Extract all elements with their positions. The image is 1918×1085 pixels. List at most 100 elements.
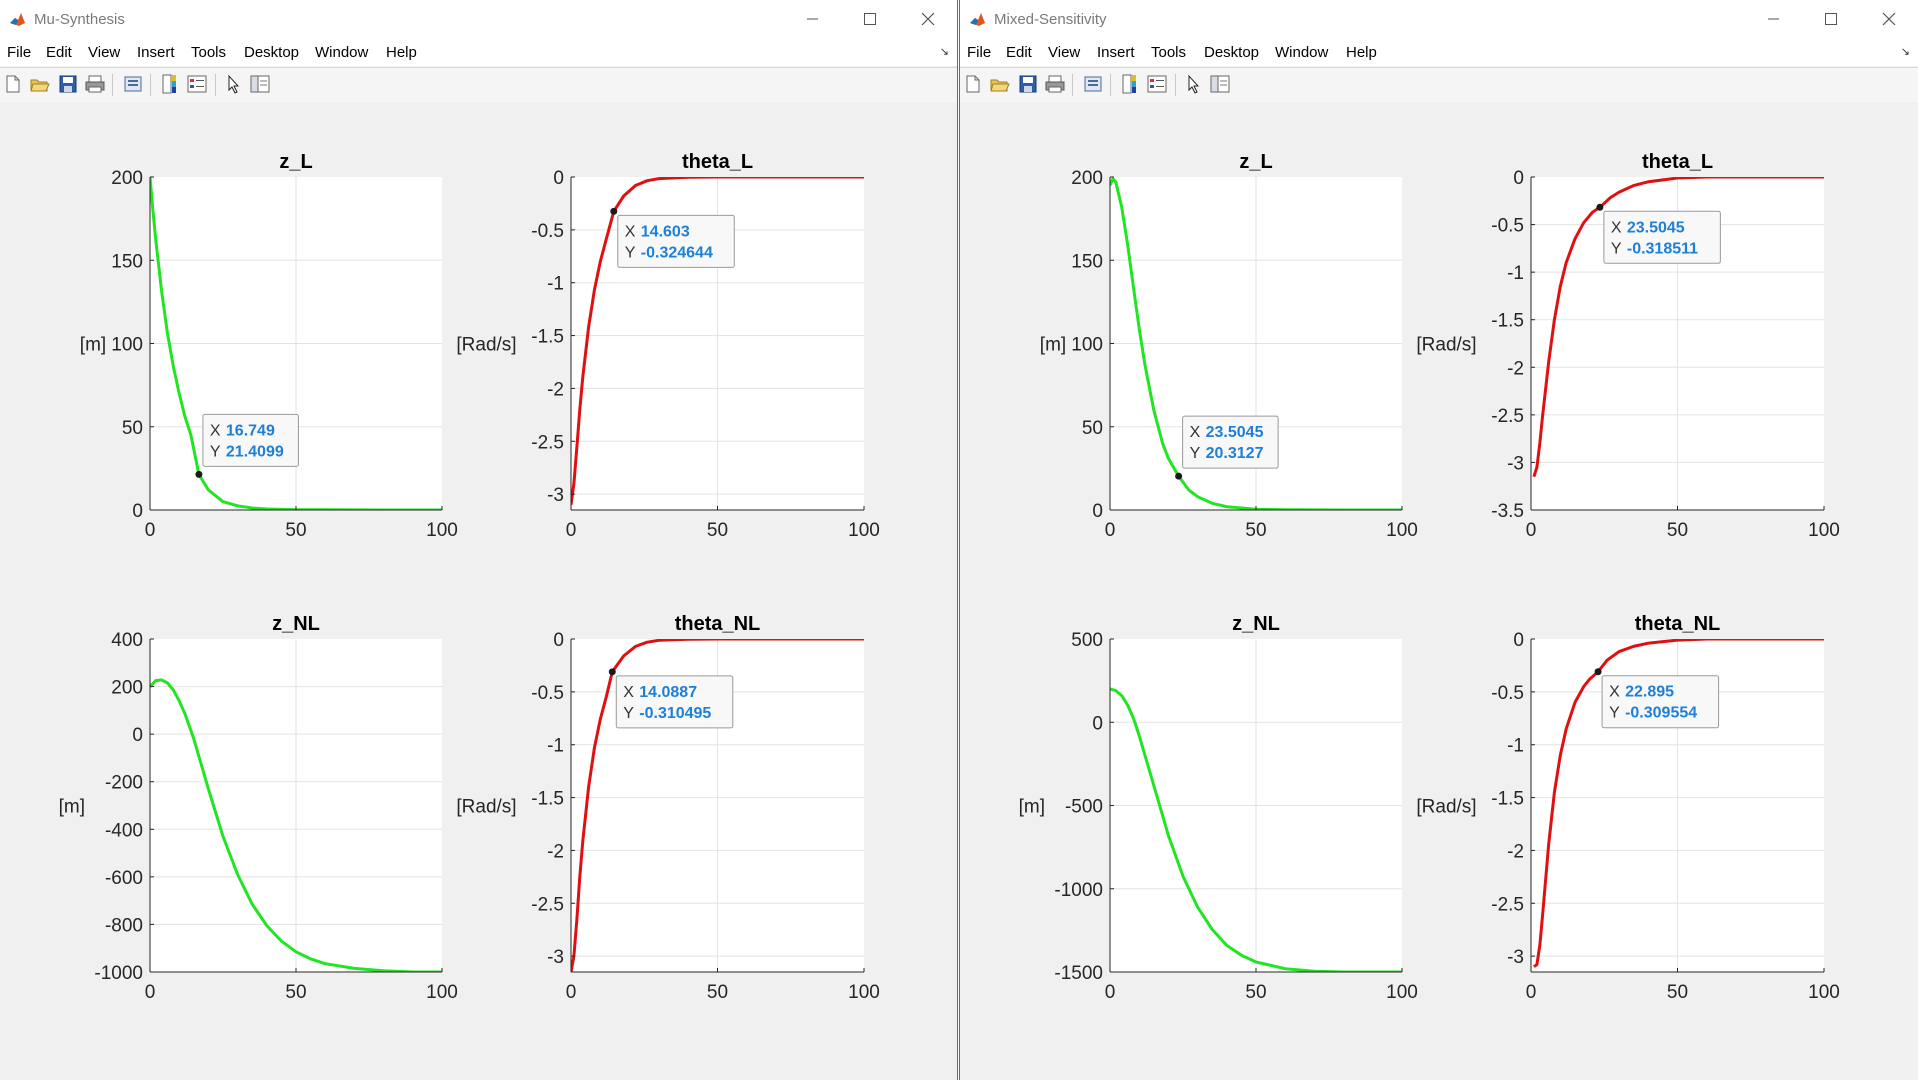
dock-arrow-icon[interactable]: ↘ xyxy=(939,46,949,58)
menu-desktop[interactable]: Desktop xyxy=(244,44,300,61)
colorbar-icon[interactable] xyxy=(1118,73,1140,95)
pointer-icon[interactable] xyxy=(1182,73,1204,95)
x-tick-label: 0 xyxy=(145,520,156,541)
menu-edit[interactable]: Edit xyxy=(46,44,72,61)
figure-area: 0 50 100 0 50 100 150 200 z_L [m] X 16.749 Y 21.4099 0… xyxy=(0,102,957,1080)
x-tick-label: 100 xyxy=(1808,520,1840,541)
plot-title: theta_L xyxy=(1642,151,1713,173)
y-tick-label: -1 xyxy=(547,274,564,295)
plot-title: z_NL xyxy=(1232,613,1280,635)
plot-z-l: 0 50 100 0 50 100 150 200 z_L [m] X 16.749 Y 21.4099 xyxy=(80,151,458,541)
plot-theta-nl: 0 50 100 0 -0.5 -1 -1.5 -2 -2.5 -3 theta_NL [Rad/s]… xyxy=(1416,613,1839,1003)
new-figure-icon[interactable] xyxy=(962,73,984,95)
y-tick-label: -2.5 xyxy=(1491,894,1524,915)
datatip-y-label: Y xyxy=(1611,240,1622,257)
x-tick-label: 100 xyxy=(1808,982,1840,1003)
menu-window[interactable]: Window xyxy=(1275,44,1329,61)
x-tick-label: 100 xyxy=(1386,982,1418,1003)
datatip-y-label: Y xyxy=(1190,445,1201,462)
property-editor-icon[interactable] xyxy=(249,73,271,95)
y-tick-label: 50 xyxy=(1082,418,1103,439)
title-bar[interactable]: Mu-Synthesis xyxy=(0,0,957,38)
menu-edit[interactable]: Edit xyxy=(1006,44,1032,61)
legend-icon[interactable] xyxy=(186,73,208,95)
y-tick-label: 200 xyxy=(111,168,143,189)
open-file-icon[interactable] xyxy=(989,73,1011,95)
x-tick-label: 0 xyxy=(1105,520,1116,541)
datatip-y-value: -0.310495 xyxy=(639,705,711,722)
toolbar-separator xyxy=(215,74,216,96)
menu-view[interactable]: View xyxy=(1048,44,1081,61)
menu-help[interactable]: Help xyxy=(1346,44,1377,61)
open-file-icon[interactable] xyxy=(29,73,51,95)
series-line xyxy=(150,678,442,972)
maximize-button[interactable] xyxy=(850,4,890,34)
menu-tools[interactable]: Tools xyxy=(1151,44,1187,61)
menu-view[interactable]: View xyxy=(88,44,121,61)
figure-toolbar xyxy=(0,67,957,103)
legend-icon[interactable] xyxy=(1146,73,1168,95)
y-tick-label: -2 xyxy=(1507,841,1524,862)
plot-title: theta_NL xyxy=(1635,613,1721,635)
y-tick-label: 500 xyxy=(1071,630,1103,651)
matlab-app-icon xyxy=(969,11,986,28)
y-tick-label: -1 xyxy=(1507,736,1524,757)
colorbar-icon[interactable] xyxy=(158,73,180,95)
menu-desktop[interactable]: Desktop xyxy=(1204,44,1260,61)
y-tick-label: -2 xyxy=(547,379,564,400)
datatip-x-value: 22.895 xyxy=(1625,684,1674,701)
x-tick-label: 100 xyxy=(426,520,458,541)
x-tick-label: 50 xyxy=(1667,982,1688,1003)
menu-insert[interactable]: Insert xyxy=(1097,44,1135,61)
figure-area: 0 50 100 0 50 100 150 200 z_L [m] X 23.5045 Y 20.3127… xyxy=(960,102,1918,1080)
y-tick-label: 100 xyxy=(111,335,143,356)
close-icon xyxy=(921,12,935,26)
x-tick-label: 0 xyxy=(145,982,156,1003)
menu-help[interactable]: Help xyxy=(386,44,417,61)
print-preview-icon[interactable] xyxy=(122,73,144,95)
series-line xyxy=(1110,177,1402,510)
menu-window[interactable]: Window xyxy=(315,44,369,61)
datatip-x-label: X xyxy=(625,223,636,240)
menu-file[interactable]: File xyxy=(967,44,992,61)
datatip-y-value: -0.309554 xyxy=(1625,705,1697,722)
datatip-y-label: Y xyxy=(625,244,636,261)
y-tick-label: 0 xyxy=(1513,630,1524,651)
save-icon[interactable] xyxy=(57,73,79,95)
datatip-marker xyxy=(1596,203,1604,211)
datatip-box xyxy=(202,413,299,467)
figure-canvas: 0 50 100 0 50 100 150 200 z_L [m] X 23.5045 Y 20.3127… xyxy=(1019,151,1840,1003)
title-bar[interactable]: Mixed-Sensitivity xyxy=(960,0,1918,38)
datatip-y-label: Y xyxy=(210,443,221,460)
pointer-icon[interactable] xyxy=(222,73,244,95)
y-axis-label: [Rad/s] xyxy=(1416,797,1476,818)
y-tick-label: -3 xyxy=(547,947,564,968)
minimize-button[interactable] xyxy=(1753,4,1793,34)
property-editor-icon[interactable] xyxy=(1209,73,1231,95)
datatip-marker xyxy=(1175,472,1183,480)
maximize-button[interactable] xyxy=(1811,4,1851,34)
menu-tools[interactable]: Tools xyxy=(191,44,227,61)
menu-file[interactable]: File xyxy=(7,44,32,61)
y-tick-label: -200 xyxy=(105,773,143,794)
y-axis-label: [Rad/s] xyxy=(1416,335,1476,356)
close-button[interactable] xyxy=(1869,4,1909,34)
close-button[interactable] xyxy=(908,4,948,34)
datatip-box xyxy=(617,214,735,268)
menu-insert[interactable]: Insert xyxy=(137,44,175,61)
print-preview-icon[interactable] xyxy=(1082,73,1104,95)
dock-arrow-icon[interactable]: ↘ xyxy=(1900,46,1910,58)
y-tick-label: -800 xyxy=(105,915,143,936)
datatip-x-value: 23.5045 xyxy=(1206,424,1264,441)
y-tick-label: -3 xyxy=(1507,453,1524,474)
x-tick-label: 50 xyxy=(707,982,728,1003)
new-figure-icon[interactable] xyxy=(2,73,24,95)
print-icon[interactable] xyxy=(1044,73,1066,95)
minimize-button[interactable] xyxy=(792,4,832,34)
x-tick-label: 100 xyxy=(848,982,880,1003)
datatip-marker xyxy=(610,207,618,215)
figure-window-mixed-sensitivity: Mixed-Sensitivity File Edit View Insert … xyxy=(959,0,1918,1080)
save-icon[interactable] xyxy=(1017,73,1039,95)
print-icon[interactable] xyxy=(84,73,106,95)
datatip-x-label: X xyxy=(623,684,634,701)
